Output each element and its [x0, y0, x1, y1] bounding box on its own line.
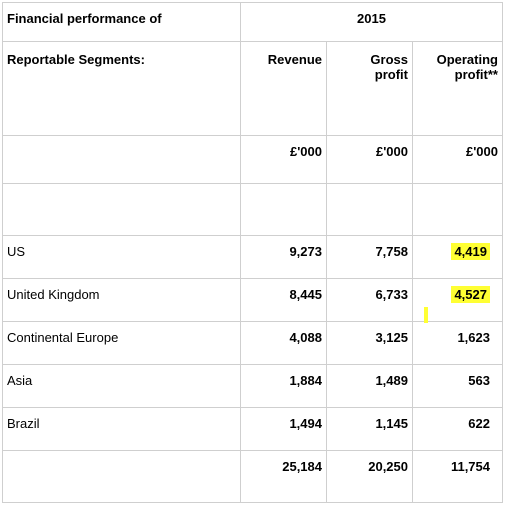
total-row: 25,184 20,250 11,754	[2, 450, 503, 503]
gross-profit-value: 3,125	[326, 321, 413, 365]
gross-profit-value: 6,733	[326, 278, 413, 322]
total-gross-profit: 20,250	[326, 450, 413, 503]
revenue-value: 8,445	[240, 278, 327, 322]
table-row: US 9,273 7,758 4,419	[2, 235, 503, 279]
total-label	[2, 450, 241, 503]
table-row: Continental Europe 4,088 3,125 1,623	[2, 321, 503, 365]
header-row-columns: Reportable Segments: Revenue Gross profi…	[2, 41, 503, 136]
operating-profit-value: 563	[412, 364, 503, 408]
segment-name: Brazil	[2, 407, 241, 451]
operating-profit-value: 4,419	[412, 235, 503, 279]
highlighted-value: 4,419	[451, 243, 490, 260]
operating-profit-unit: £'000	[412, 135, 503, 184]
gross-profit-header-line1: Gross	[370, 52, 408, 67]
segment-name: Asia	[2, 364, 241, 408]
operating-profit-header: Operating profit**	[412, 41, 503, 136]
gross-profit-value: 7,758	[326, 235, 413, 279]
header-row-title: Financial performance of 2015	[2, 2, 503, 42]
revenue-unit: £'000	[240, 135, 327, 184]
table-row: Asia 1,884 1,489 563	[2, 364, 503, 408]
segment-name: Continental Europe	[2, 321, 241, 365]
segment-name: US	[2, 235, 241, 279]
operating-profit-header-line1: Operating	[436, 52, 498, 67]
revenue-value: 4,088	[240, 321, 327, 365]
segment-name: United Kingdom	[2, 278, 241, 322]
table-title-line2: Reportable Segments:	[2, 41, 241, 136]
table-row: United Kingdom 8,445 6,733 4,527	[2, 278, 503, 322]
unit-row: £'000 £'000 £'000	[2, 135, 503, 184]
highlighter-mark	[424, 307, 428, 323]
table-row: Brazil 1,494 1,145 622	[2, 407, 503, 451]
unit-row-label	[2, 135, 241, 184]
revenue-header: Revenue	[240, 41, 327, 136]
year-header: 2015	[240, 2, 503, 42]
highlighted-value: 4,527	[451, 286, 490, 303]
total-operating-profit: 11,754	[412, 450, 503, 503]
gross-profit-header-line2: profit	[374, 67, 408, 82]
operating-profit-value: 1,623	[412, 321, 503, 365]
table-title-line1: Financial performance of	[2, 2, 241, 42]
revenue-value: 1,884	[240, 364, 327, 408]
revenue-value: 9,273	[240, 235, 327, 279]
operating-profit-header-line2: profit**	[454, 67, 498, 82]
gross-profit-value: 1,145	[326, 407, 413, 451]
gross-profit-unit: £'000	[326, 135, 413, 184]
operating-profit-value: 622	[412, 407, 503, 451]
gross-profit-header: Gross profit	[326, 41, 413, 136]
total-revenue: 25,184	[240, 450, 327, 503]
revenue-value: 1,494	[240, 407, 327, 451]
gross-profit-value: 1,489	[326, 364, 413, 408]
spacer-row	[2, 183, 503, 236]
